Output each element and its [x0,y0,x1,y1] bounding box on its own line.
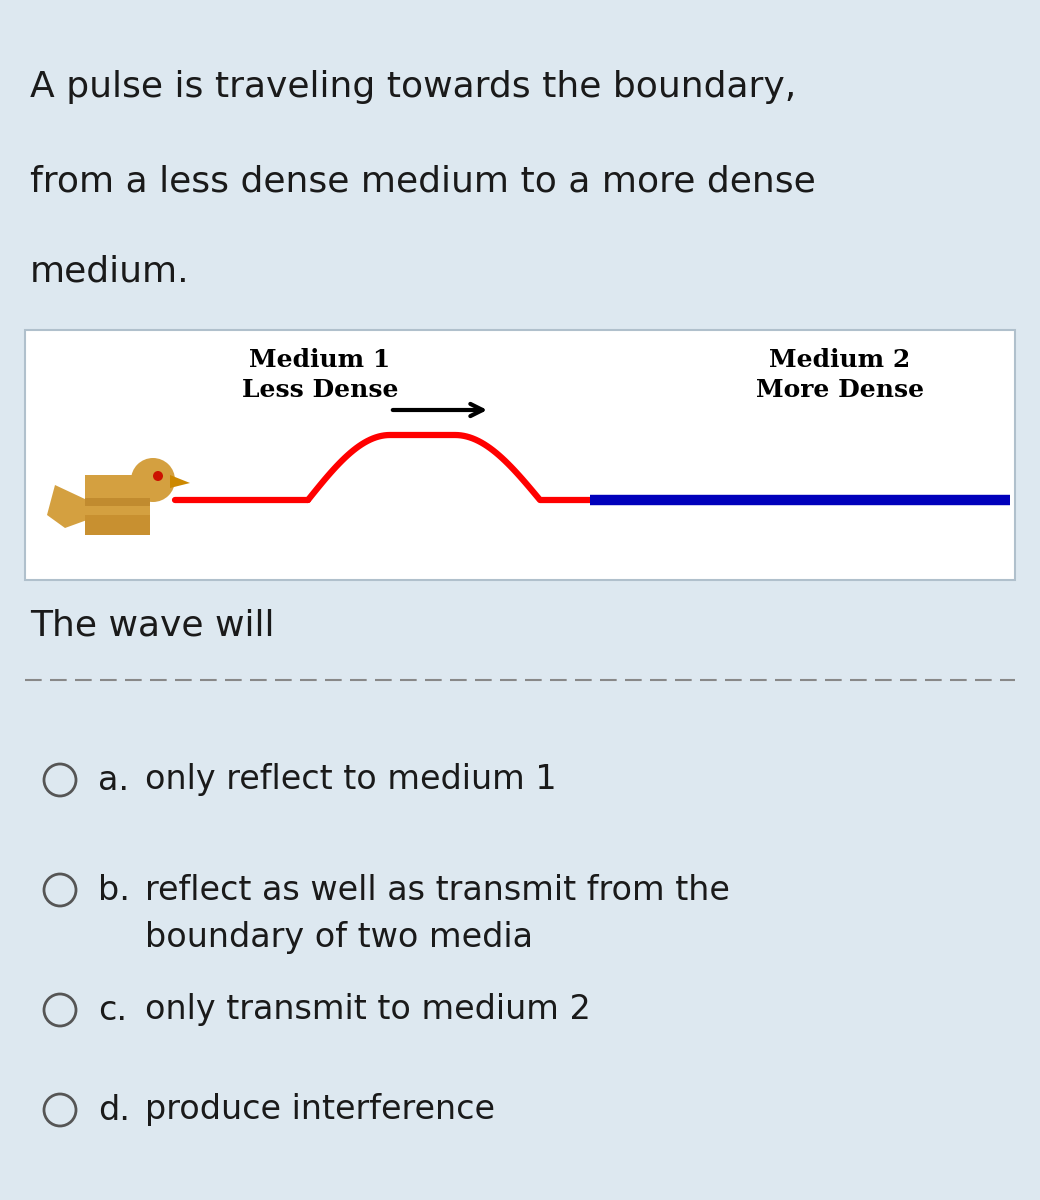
Bar [85,475,150,530]
Text: only reflect to medium 1: only reflect to medium 1 [145,763,556,797]
Text: More Dense: More Dense [756,378,925,402]
Polygon shape [170,475,190,488]
Text: from a less dense medium to a more dense: from a less dense medium to a more dense [30,164,815,199]
Text: Less Dense: Less Dense [241,378,398,402]
Polygon shape [47,485,87,528]
Text: only transmit to medium 2: only transmit to medium 2 [145,994,591,1026]
Bar [25,330,1015,580]
Text: The wave will: The wave will [30,608,275,642]
Text: Medium 2: Medium 2 [770,348,911,372]
Circle shape [153,470,163,481]
Text: A pulse is traveling towards the boundary,: A pulse is traveling towards the boundar… [30,70,797,104]
Text: Medium 1: Medium 1 [250,348,391,372]
Text: d.: d. [98,1093,130,1127]
Text: produce interference: produce interference [145,1093,495,1127]
Bar [85,515,150,535]
Text: boundary of two media: boundary of two media [145,922,534,954]
Text: medium.: medium. [30,254,189,289]
Text: a.: a. [98,763,129,797]
Circle shape [131,458,175,502]
Text: reflect as well as transmit from the: reflect as well as transmit from the [145,874,730,906]
Text: b.: b. [98,874,130,906]
Bar [85,498,150,506]
Text: c.: c. [98,994,127,1026]
